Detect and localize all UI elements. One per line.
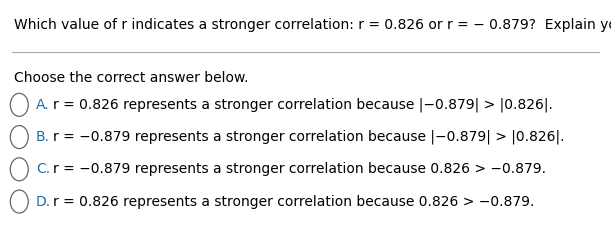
Text: r = 0.826 represents a stronger correlation because 0.826 > −0.879.: r = 0.826 represents a stronger correlat… (53, 195, 534, 208)
Text: B.: B. (36, 130, 50, 144)
Text: r = −0.879 represents a stronger correlation because |−0.879| > |0.826|.: r = −0.879 represents a stronger correla… (53, 130, 565, 144)
Text: Which value of r indicates a stronger correlation: r = 0.826 or r = − 0.879?  Ex: Which value of r indicates a stronger co… (14, 19, 611, 32)
Text: r = −0.879 represents a stronger correlation because 0.826 > −0.879.: r = −0.879 represents a stronger correla… (53, 162, 546, 176)
Text: A.: A. (36, 98, 49, 112)
Text: r = 0.826 represents a stronger correlation because |−0.879| > |0.826|.: r = 0.826 represents a stronger correlat… (53, 98, 553, 112)
Text: Choose the correct answer below.: Choose the correct answer below. (14, 71, 249, 86)
Text: C.: C. (36, 162, 50, 176)
Text: D.: D. (36, 195, 51, 208)
